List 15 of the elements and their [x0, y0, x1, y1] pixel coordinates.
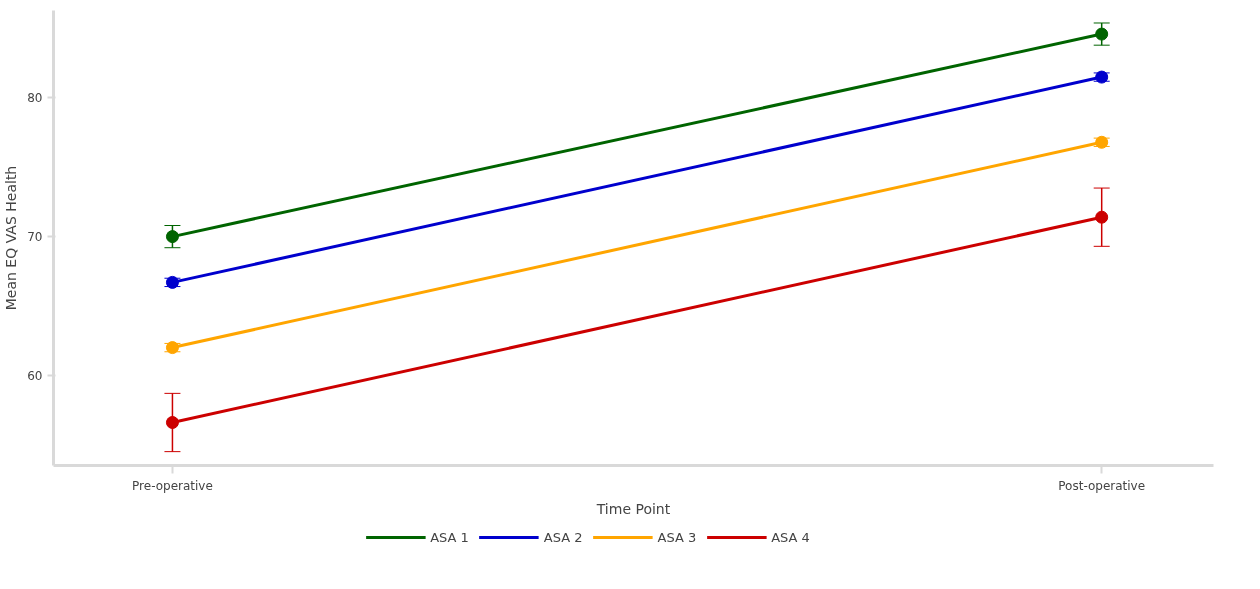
- y-axis-title: Mean EQ VAS Health: [3, 165, 20, 311]
- y-tick-label: 80: [27, 91, 43, 106]
- legend-label: ASA 4: [771, 529, 810, 545]
- point: [165, 230, 179, 244]
- x-tick-label: Post-operative: [1058, 478, 1146, 493]
- point: [1095, 210, 1109, 224]
- x-axis-title: Time Point: [595, 500, 671, 517]
- legend-label: ASA 2: [543, 529, 583, 545]
- y-tick-label: 70: [27, 230, 43, 245]
- point: [1095, 27, 1109, 41]
- legend-label: ASA 3: [657, 529, 697, 545]
- point: [165, 416, 179, 429]
- x-tick-label: Pre-operative: [132, 478, 213, 493]
- y-tick-label: 60: [27, 368, 43, 383]
- legend-label: ASA 1: [430, 529, 469, 545]
